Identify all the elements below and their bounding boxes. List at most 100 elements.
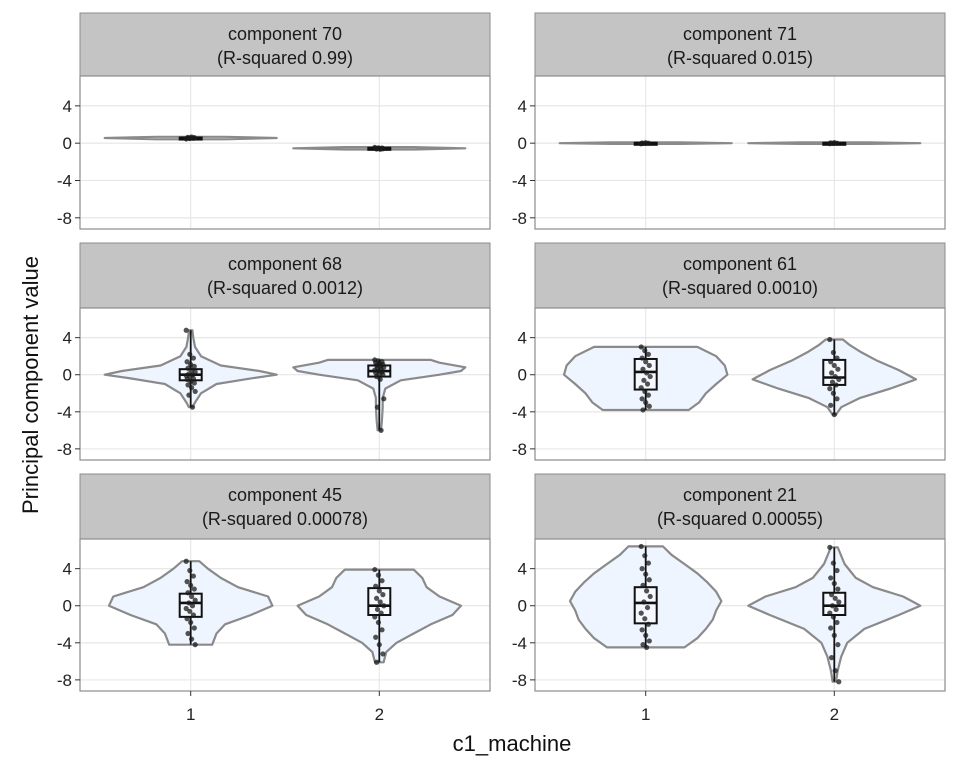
data-point: [828, 625, 834, 631]
data-point: [185, 630, 191, 637]
data-point: [646, 362, 652, 369]
data-point: [832, 595, 838, 601]
facet-panel: component 71 (R-squared 0.015) 4 0 -4 -8: [512, 12, 946, 230]
data-point: [184, 359, 190, 365]
data-point: [830, 560, 837, 566]
data-point: [186, 392, 192, 398]
y-tick-label: -4: [57, 403, 72, 422]
data-point: [380, 651, 386, 657]
x-tick-label: 2: [375, 705, 384, 724]
data-point: [376, 642, 382, 648]
facet-title-line1: component 45: [228, 485, 342, 505]
data-point: [829, 655, 835, 661]
data-point: [189, 134, 195, 140]
y-tick-label: 4: [518, 97, 527, 116]
data-point: [190, 612, 196, 618]
data-point: [832, 373, 838, 380]
data-point: [184, 616, 190, 622]
data-point: [375, 619, 381, 626]
y-tick-label: 0: [518, 366, 527, 385]
x-tick-label: 2: [830, 705, 839, 724]
data-point: [380, 372, 386, 378]
data-point: [643, 399, 649, 406]
data-point: [646, 638, 652, 644]
data-point: [827, 610, 833, 616]
data-point: [378, 610, 384, 616]
data-point: [638, 385, 644, 391]
data-point: [191, 586, 197, 592]
data-point: [183, 558, 189, 564]
data-point: [640, 582, 646, 588]
data-point: [831, 140, 837, 146]
data-point: [374, 659, 380, 665]
y-tick-label: 4: [518, 329, 527, 348]
data-point: [189, 385, 195, 391]
facet-panel: component 68 (R-squared 0.0012) 4 0 -4 -8: [57, 242, 491, 461]
data-point: [641, 599, 647, 605]
facet-title-line1: component 68: [228, 254, 342, 274]
facet-panel: component 45 (R-squared 0.00078) 4 0 -4 -8 1 2: [57, 473, 491, 724]
data-point: [835, 586, 841, 592]
data-point: [191, 363, 197, 369]
data-point: [642, 616, 648, 622]
data-point: [379, 578, 385, 584]
data-point: [374, 606, 381, 613]
y-tick-label: 0: [63, 597, 72, 616]
facet-strip: [534, 473, 946, 540]
data-point: [187, 567, 193, 574]
data-point: [829, 379, 836, 385]
y-tick-label: 0: [63, 366, 72, 385]
y-tick-label: 0: [63, 134, 72, 153]
data-point: [645, 351, 652, 357]
data-point: [183, 327, 189, 333]
data-point: [638, 610, 644, 616]
data-point: [835, 366, 841, 372]
data-point: [183, 605, 189, 612]
data-point: [832, 668, 838, 674]
data-point: [828, 359, 834, 365]
data-point: [831, 580, 837, 587]
panel-border: [79, 538, 491, 692]
data-point: [830, 349, 837, 356]
data-point: [646, 403, 652, 409]
data-point: [828, 575, 834, 581]
data-point: [831, 632, 837, 638]
panel-border: [534, 538, 946, 692]
data-point: [374, 373, 380, 380]
data-point: [186, 600, 192, 606]
data-point: [374, 595, 380, 601]
data-point: [379, 627, 385, 633]
y-axis-title: Principal component value: [18, 256, 43, 514]
data-point: [188, 619, 194, 626]
facet-title-line2: (R-squared 0.00055): [657, 509, 823, 529]
panel-border: [79, 307, 491, 461]
data-point: [640, 407, 646, 413]
data-point: [188, 582, 194, 588]
data-point: [378, 427, 384, 433]
data-point: [830, 614, 837, 620]
data-point: [836, 679, 842, 685]
y-tick-label: 0: [518, 134, 527, 153]
y-tick-label: -4: [512, 634, 527, 653]
data-point: [827, 544, 833, 550]
data-point: [828, 402, 834, 408]
data-point: [640, 642, 646, 648]
facet-panel: component 21 (R-squared 0.00055) 4 0 -4 -8 1 2: [512, 473, 946, 724]
data-point: [189, 593, 195, 600]
data-point: [644, 588, 650, 594]
data-point: [641, 377, 647, 383]
data-point: [642, 348, 648, 354]
x-tick-label: 1: [641, 705, 650, 724]
facet-title-line2: (R-squared 0.015): [667, 48, 813, 68]
facet-strip: [534, 242, 946, 309]
x-tick-label: 1: [186, 705, 195, 724]
data-point: [638, 344, 644, 350]
data-point: [374, 404, 381, 410]
facet-title-line1: component 61: [683, 254, 797, 274]
data-point: [187, 351, 193, 357]
data-point: [645, 560, 652, 566]
data-point: [184, 579, 190, 585]
facet-strip: [79, 473, 491, 540]
data-point: [834, 619, 840, 626]
data-point: [834, 396, 840, 402]
